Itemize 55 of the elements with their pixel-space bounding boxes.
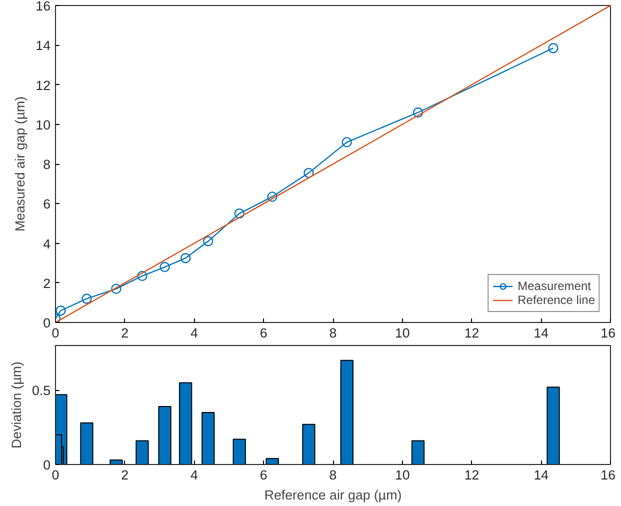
y-tick-label: 4 bbox=[43, 236, 52, 252]
point bbox=[56, 306, 66, 316]
x-tick-label: 6 bbox=[260, 326, 268, 340]
bar bbox=[202, 412, 215, 464]
point bbox=[111, 284, 122, 294]
bar bbox=[340, 360, 354, 464]
y-axis-title: Measured air gap (µm) bbox=[12, 96, 28, 232]
point bbox=[267, 192, 278, 202]
x-tick-label: 4 bbox=[190, 326, 199, 340]
y-tick-label: 10 bbox=[36, 117, 51, 132]
point bbox=[548, 43, 558, 54]
bar bbox=[232, 438, 246, 464]
bar bbox=[546, 386, 560, 464]
x-tick-label: 12 bbox=[464, 326, 480, 340]
bar bbox=[80, 422, 94, 464]
bar bbox=[302, 424, 316, 464]
point bbox=[203, 236, 214, 246]
point bbox=[137, 270, 148, 282]
y-tick-label: 0 bbox=[43, 458, 51, 472]
x-tick-label: 10 bbox=[394, 468, 410, 482]
point bbox=[234, 208, 244, 219]
legend-label: Reference line bbox=[518, 293, 595, 307]
x-tick-label: 14 bbox=[534, 326, 550, 340]
x-tick-label: 6 bbox=[260, 468, 268, 482]
point bbox=[342, 137, 352, 148]
y-tick-label: 6 bbox=[43, 196, 51, 212]
x-tick-label: 16 bbox=[600, 326, 616, 340]
x-tick-label: 2 bbox=[121, 468, 129, 482]
x-tick-label: 4 bbox=[190, 468, 199, 482]
bar bbox=[158, 406, 172, 464]
y-axis-title: Deviation (µm) bbox=[8, 362, 24, 448]
x-axis-title: Reference air gap (µm) bbox=[264, 488, 402, 502]
x-tick-label: 14 bbox=[534, 468, 550, 482]
bar bbox=[179, 382, 192, 464]
point bbox=[160, 262, 170, 272]
x-tick-label: 12 bbox=[464, 468, 480, 482]
y-tick-label: 0.5 bbox=[32, 383, 51, 398]
bar bbox=[411, 440, 425, 464]
bar bbox=[136, 440, 149, 464]
x-tick-label: 8 bbox=[329, 326, 337, 340]
legend-label: Measurement bbox=[518, 279, 591, 293]
y-tick-label: 8 bbox=[43, 157, 51, 172]
point bbox=[180, 253, 191, 264]
y-tick-label: 12 bbox=[36, 78, 51, 93]
y-tick-label: 14 bbox=[36, 38, 52, 54]
x-tick-label: 2 bbox=[121, 326, 129, 340]
x-tick-label: 8 bbox=[329, 468, 337, 482]
y-tick-label: 0 bbox=[43, 316, 51, 330]
point bbox=[412, 107, 424, 118]
x-tick-label: 16 bbox=[600, 468, 616, 482]
y-tick-label: 16 bbox=[36, 0, 51, 14]
point bbox=[304, 168, 314, 178]
point bbox=[82, 294, 92, 304]
x-tick-label: 10 bbox=[394, 326, 410, 340]
y-tick-label: 2 bbox=[43, 276, 51, 291]
